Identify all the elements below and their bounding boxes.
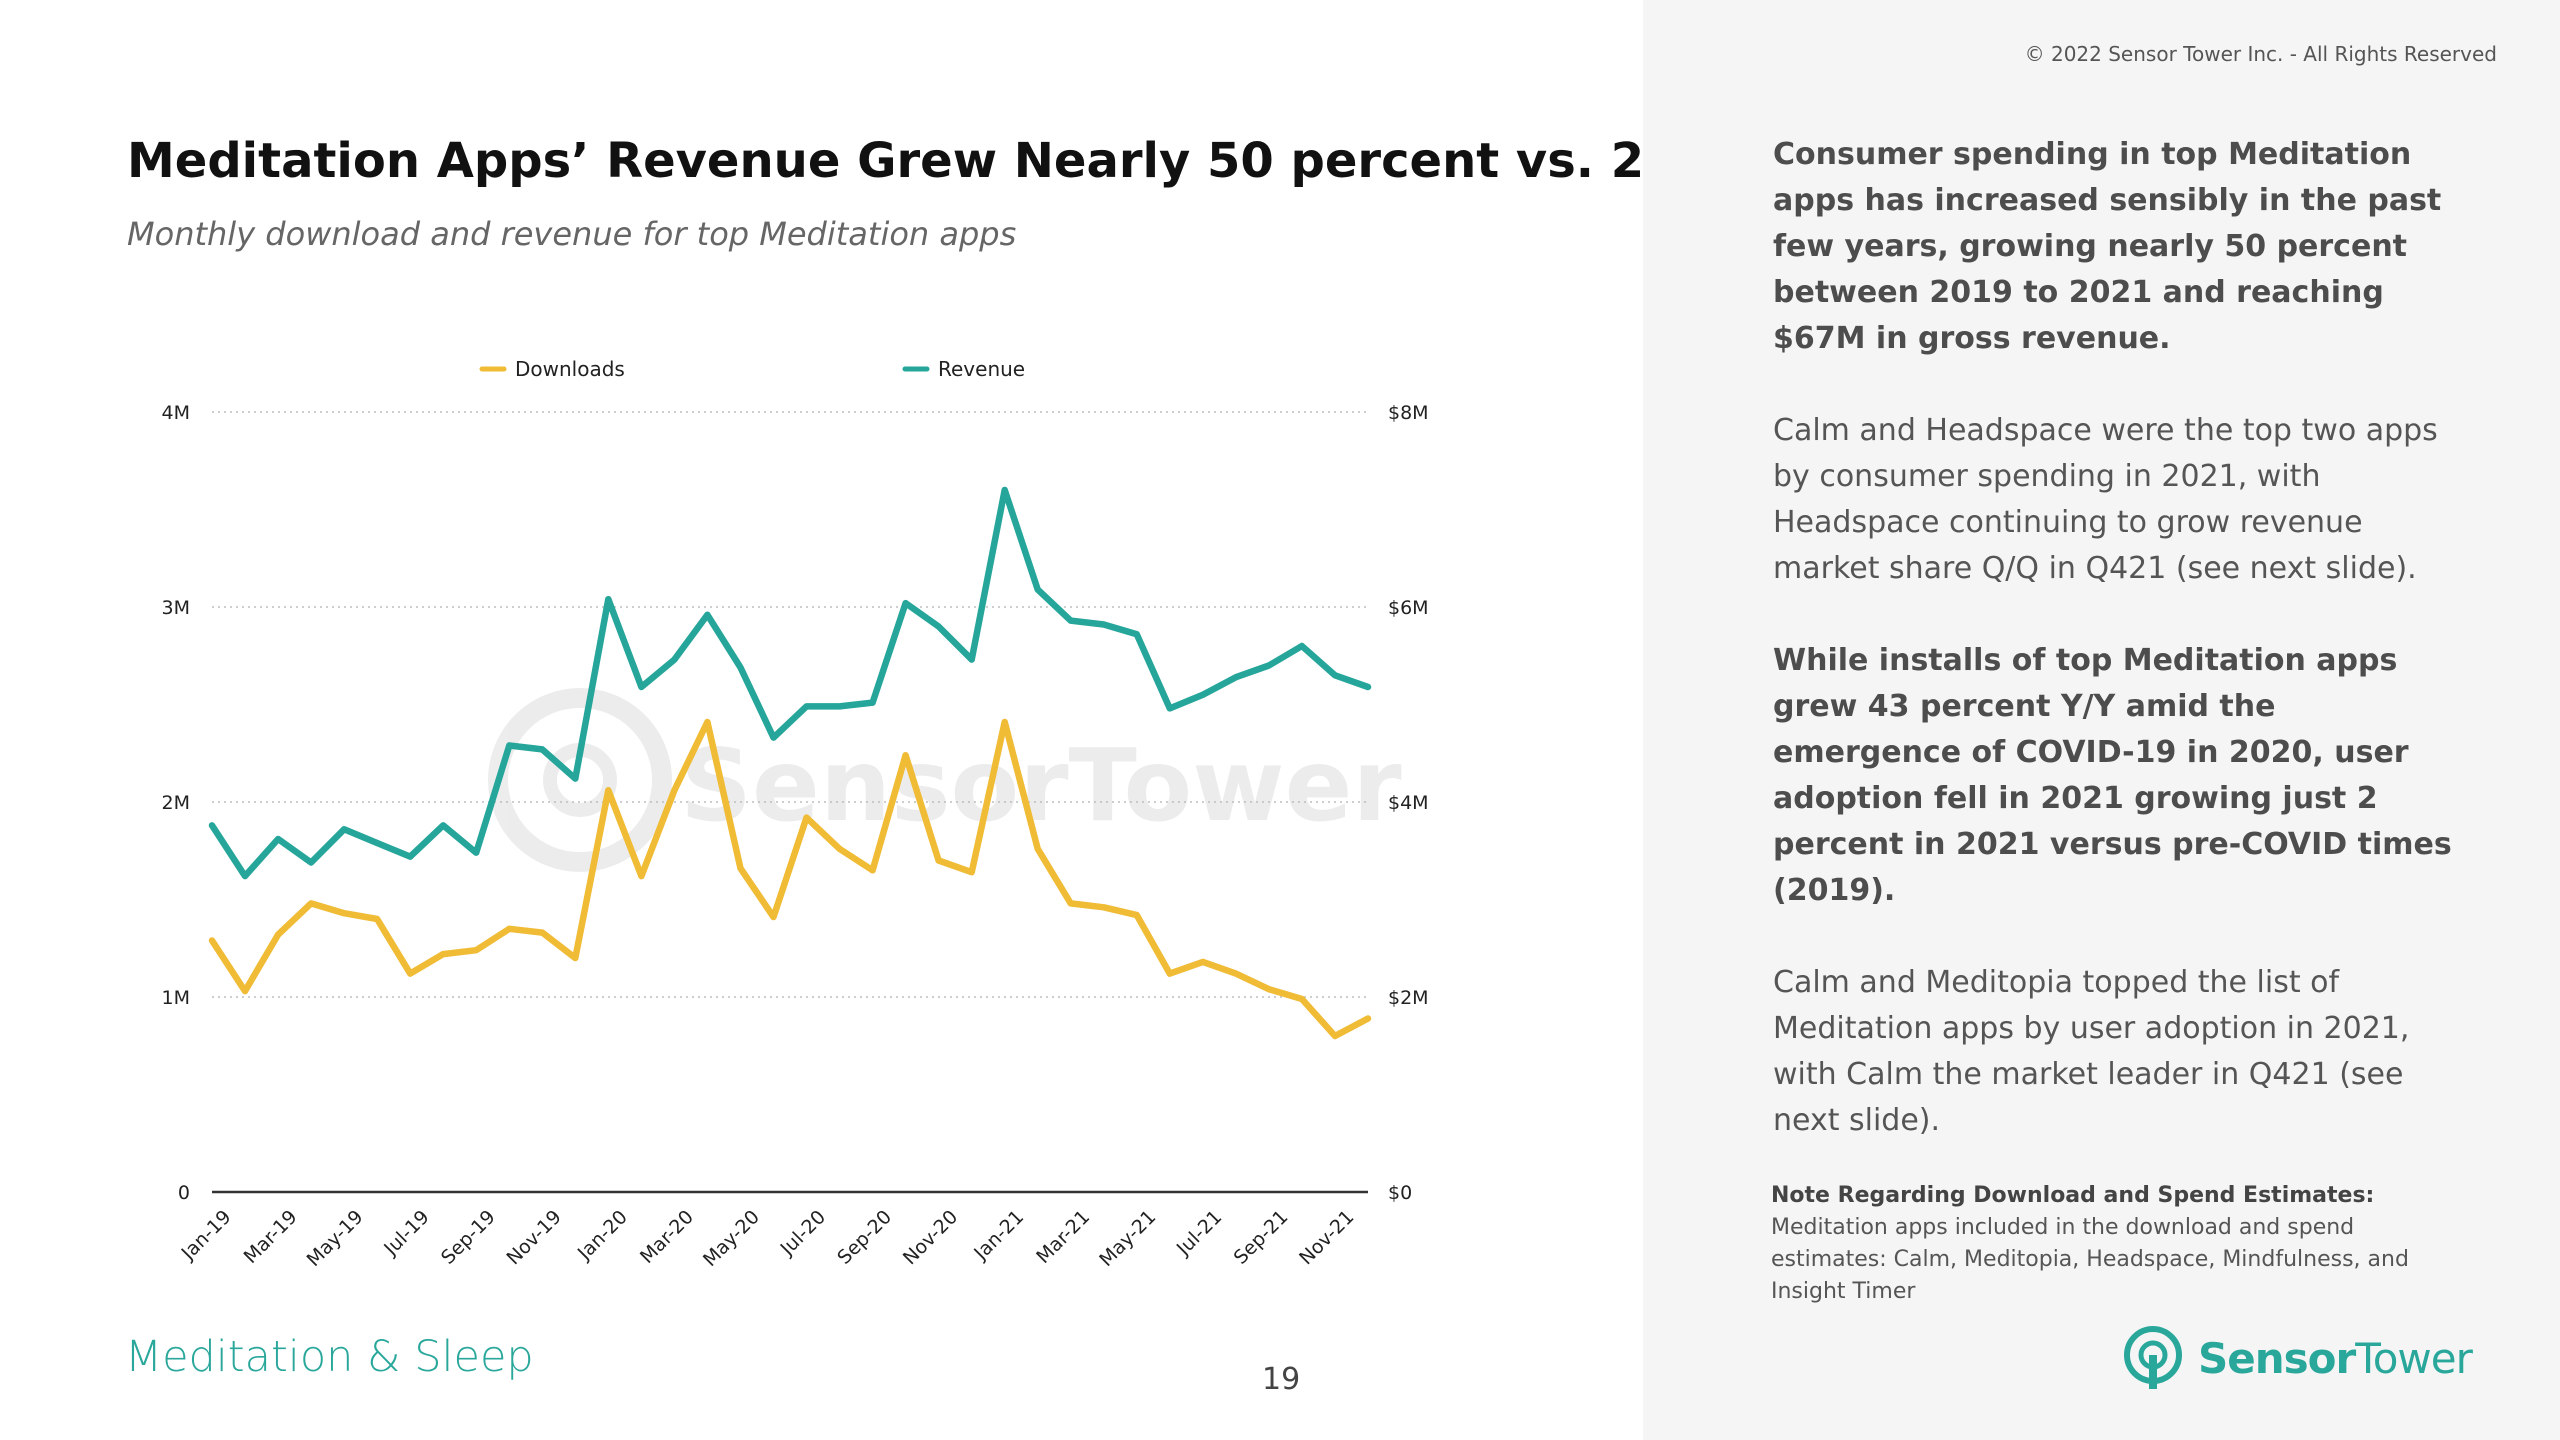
- x-tick-label: Sep-19: [437, 1206, 500, 1269]
- copyright-notice: © 2022 Sensor Tower Inc. - All Rights Re…: [2024, 42, 2497, 66]
- y-left-tick-label: 3M: [162, 597, 190, 619]
- series-line-revenue: [208, 486, 1372, 880]
- commentary-paragraph-1: Consumer spending in top Meditation apps…: [1773, 137, 2442, 356]
- estimates-note: Note Regarding Download and Spend Estima…: [1771, 1180, 2471, 1308]
- y-left-tick-label: 2M: [162, 792, 190, 814]
- brand-logo: SensorTower: [2120, 1322, 2473, 1394]
- page-title: Meditation Apps’ Revenue Grew Nearly 50 …: [127, 133, 1745, 189]
- footer-category: Meditation & Sleep: [125, 1332, 534, 1382]
- note-title: Note Regarding Download and Spend Estima…: [1771, 1183, 2375, 1208]
- commentary-paragraph-2: Calm and Headspace were the top two apps…: [1773, 413, 2438, 586]
- legend-label-downloads: Downloads: [515, 357, 625, 381]
- y-left-tick-label: 0: [178, 1182, 190, 1204]
- x-tick-label: Sep-20: [833, 1206, 896, 1269]
- x-tick-label: Mar-20: [636, 1206, 698, 1268]
- x-tick-label: Jan-19: [177, 1206, 236, 1265]
- y-right-tick-label: $0: [1388, 1182, 1412, 1204]
- x-tick-label: May-20: [699, 1206, 764, 1271]
- note-body: Meditation apps included in the download…: [1771, 1215, 2409, 1304]
- x-tick-label: Jul-20: [776, 1206, 830, 1260]
- x-tick-label: Jan-21: [969, 1206, 1028, 1265]
- commentary: Consumer spending in top Meditation apps…: [1773, 132, 2473, 1190]
- y-left-tick-label: 1M: [162, 987, 190, 1009]
- x-tick-label: Nov-21: [1295, 1206, 1358, 1269]
- page-subtitle: Monthly download and revenue for top Med…: [127, 215, 1017, 253]
- watermark-text: SensorTower: [680, 727, 1402, 844]
- x-tick-label: Nov-20: [899, 1206, 962, 1269]
- y-right-tick-label: $8M: [1388, 402, 1429, 424]
- commentary-paragraph-4: Calm and Meditopia topped the list of Me…: [1773, 965, 2410, 1138]
- x-tick-label: Jul-19: [379, 1206, 433, 1260]
- legend-label-revenue: Revenue: [938, 357, 1025, 381]
- chart-series: [208, 486, 1372, 1040]
- watermark-logo-ring: [488, 688, 672, 872]
- chart-legend: Downloads Revenue: [479, 357, 1025, 381]
- line-chart: SensorTower 0 1M 2M 3M 4M $0 $2M $4M $6M $8M Jan-1…: [162, 357, 1429, 1271]
- left-panel: Meditation Apps’ Revenue Grew Nearly 50 …: [125, 133, 1745, 1397]
- x-tick-label: May-19: [303, 1206, 368, 1271]
- x-tick-label: Sep-21: [1230, 1206, 1293, 1269]
- sensor-tower-icon: [2124, 1326, 2182, 1389]
- brand-name: SensorTower: [2198, 1333, 2473, 1383]
- commentary-paragraph-3: While installs of top Meditation apps gr…: [1773, 643, 2452, 908]
- x-tick-label: Jul-21: [1172, 1206, 1226, 1260]
- chart-grid: [212, 411, 1368, 998]
- x-tick-label: May-21: [1095, 1206, 1160, 1271]
- series-line-downloads: [208, 718, 1372, 1040]
- x-tick-label: Nov-19: [502, 1206, 565, 1269]
- x-tick-label: Mar-19: [240, 1206, 302, 1268]
- y-right-tick-label: $2M: [1388, 987, 1429, 1009]
- brand-name-bold: Sensor: [2198, 1333, 2356, 1383]
- x-tick-label: Jan-20: [573, 1206, 632, 1265]
- y-right-tick-label: $6M: [1388, 597, 1429, 619]
- right-panel: [1643, 0, 2560, 1440]
- y-right-tick-label: $4M: [1388, 792, 1429, 814]
- watermark: SensorTower: [488, 688, 1402, 872]
- brand-name-light: Tower: [2355, 1333, 2473, 1383]
- x-tick-label: Mar-21: [1032, 1206, 1094, 1268]
- y-left-tick-label: 4M: [162, 402, 190, 424]
- page-number: 19: [1262, 1362, 1301, 1397]
